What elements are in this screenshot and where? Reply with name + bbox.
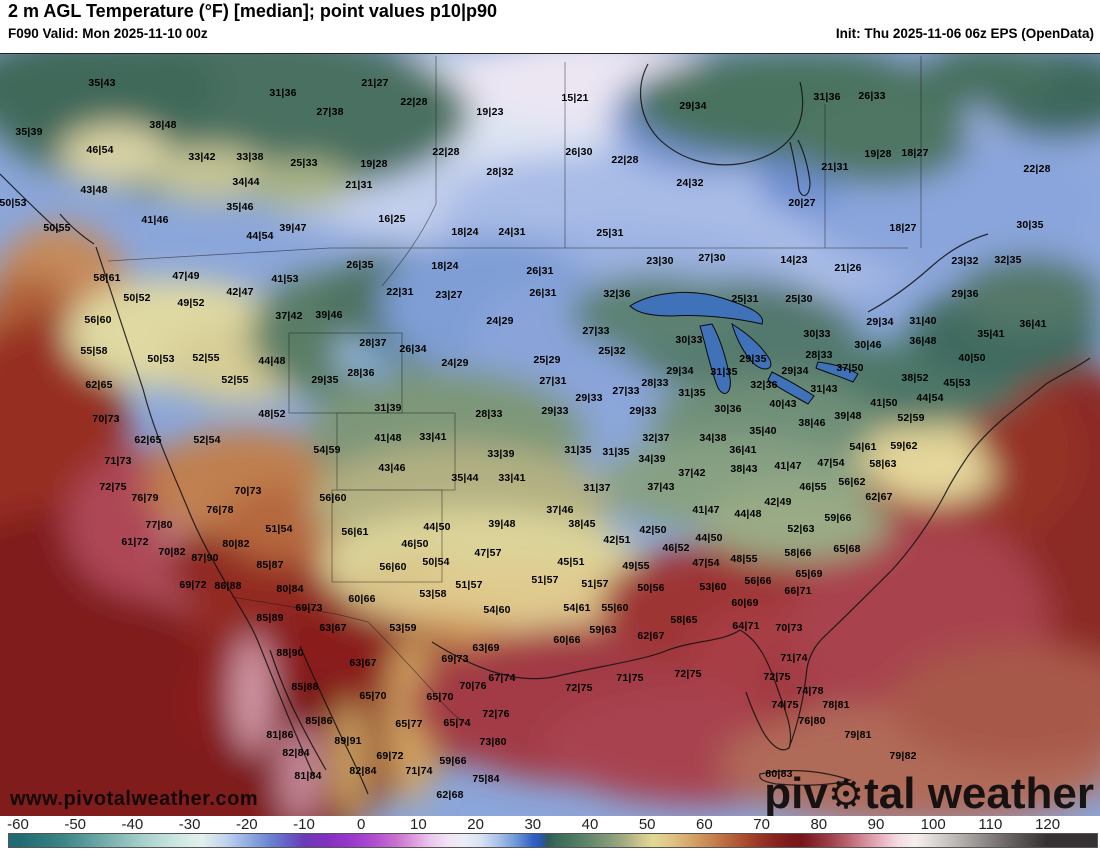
watermark-url: www.pivotalweather.com [10,788,259,810]
gear-icon: ⚙ [827,770,865,818]
header: 2 m AGL Temperature (°F) [median]; point… [0,0,1100,53]
pivotal-weather-logo: piv⚙tal weather [764,772,1094,816]
init-time-label: Init: Thu 2025-11-06 06z EPS (OpenData) [835,26,1094,41]
colorbar-tick-label: -50 [64,816,87,833]
colorbar-tick-label: -30 [178,816,201,833]
colorbar-tick-label: -40 [121,816,144,833]
colorbar-tick-label: -60 [7,816,29,833]
colorbar-tick-label: 100 [920,816,946,833]
valid-time-label: F090 Valid: Mon 2025-11-10 00z [8,26,208,41]
temperature-blobs [0,54,1100,818]
colorbar-tick-label: -10 [293,816,315,833]
colorbar-tick-label: -20 [235,816,258,833]
colorbar-tick-label: 120 [1035,816,1061,833]
colorbar-tick-label: 0 [357,816,366,833]
colorbar-tick-label: 40 [581,816,599,833]
colorbar-tick-label: 60 [696,816,713,833]
colorbar-tick-label: 10 [410,816,427,833]
colorbar-ticks: -60 -50 -40 -30 -20 -10 0 10 20 30 40 50 60 70 80 90 100… [0,816,1100,833]
colorbar-tick-label: 90 [867,816,885,833]
colorbar-tick-label: 20 [467,816,484,833]
temperature-colorbar: -60 -50 -40 -30 -20 -10 0 10 20 30 40 50 60 70 80 90 100… [0,816,1100,850]
logo-text-tal-weather: tal weather [864,769,1094,818]
colorbar-tick-label: 110 [978,816,1003,833]
colorbar-tick-label: 50 [638,816,656,833]
colorbar-tick-label: 70 [753,816,770,833]
colorbar-strip [8,833,1098,848]
temperature-field-svg [0,54,1100,818]
lakes [629,291,859,405]
map-title: 2 m AGL Temperature (°F) [median]; point… [8,1,497,21]
temperature-map [0,53,1100,818]
borders [107,56,922,727]
colorbar-tick-label: 80 [810,816,828,833]
colorbar-tick-label: 30 [524,816,542,833]
logo-text-piv: piv [764,769,828,818]
